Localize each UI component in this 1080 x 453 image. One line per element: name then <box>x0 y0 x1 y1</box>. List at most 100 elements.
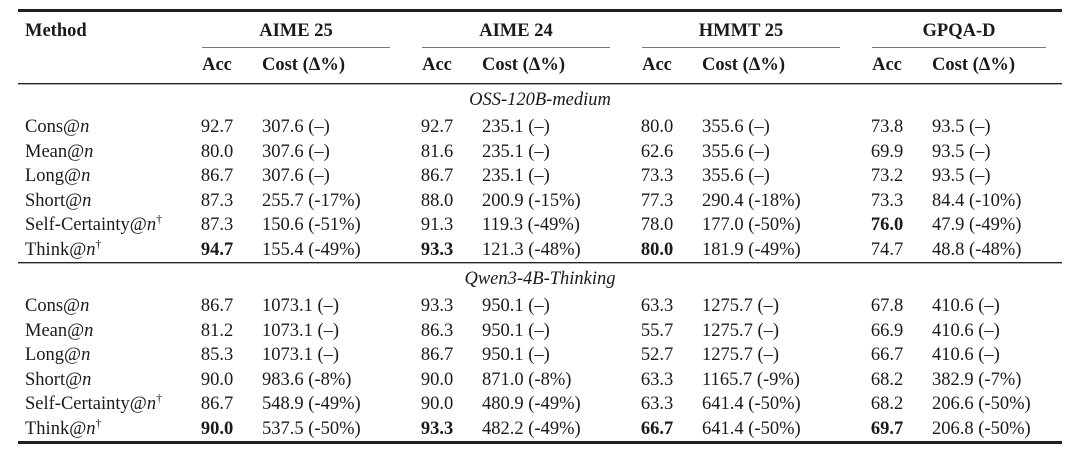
dagger-superscript: † <box>156 213 163 226</box>
cost-cell: 200.9 (-15%) <box>482 190 581 211</box>
cost-cell: 206.6 (-50%) <box>932 394 1031 414</box>
acc-cell: 85.3 <box>200 345 234 365</box>
acc-cell: 90.0 <box>420 394 454 414</box>
cost-cell: 355.6 (–) <box>702 141 770 162</box>
cost-cell: 983.6 (-8%) <box>262 369 352 390</box>
cost-cell: 482.2 (-49%) <box>482 418 581 439</box>
cost-cell: 537.5 (-50%) <box>262 418 361 439</box>
acc-cell: 66.7 <box>640 418 674 439</box>
acc-cell: 66.9 <box>870 320 904 341</box>
acc-cell: 80.0 <box>200 141 234 162</box>
method-name: Think@ <box>25 239 87 260</box>
acc-cell: 88.0 <box>420 190 454 211</box>
column-header-cost: Cost (Δ%) <box>918 48 1063 84</box>
acc-cell: 66.7 <box>870 345 904 365</box>
cost-cell: 1275.7 (–) <box>702 345 780 365</box>
acc-cell: 87.3 <box>200 215 234 235</box>
cost-cell: 871.0 (-8%) <box>482 369 572 390</box>
column-header-acc: Acc <box>856 48 919 84</box>
cost-cell: 1073.1 (–) <box>262 296 340 316</box>
acc-cell: 86.7 <box>420 166 454 186</box>
column-header-acc: Acc <box>186 48 248 84</box>
method-variable-n: n <box>146 215 157 235</box>
method-name: Cons@ <box>25 296 81 316</box>
acc-cell: 80.0 <box>626 238 688 263</box>
group-header-aime24-label: AIME 24 <box>422 21 610 48</box>
cost-cell: 93.5 (–) <box>932 166 991 186</box>
dagger-superscript: † <box>95 416 102 430</box>
acc-cell: 91.3 <box>420 215 454 235</box>
method-name: Long@ <box>25 166 82 186</box>
table-row: Long@n 86.7 307.6 (–) 86.7 235.1 (–) 73.3 355.… <box>18 164 1062 189</box>
column-header-cost: Cost (Δ%) <box>248 48 406 84</box>
acc-cell: 76.0 <box>870 215 904 235</box>
method-variable-n: n <box>82 369 92 390</box>
acc-cell: 77.3 <box>640 190 674 211</box>
method-variable-n: n <box>80 117 90 137</box>
acc-cell: 93.3 <box>406 238 468 263</box>
acc-cell: 55.7 <box>640 320 674 341</box>
method-name: Long@ <box>25 345 82 365</box>
cost-cell: 48.8 (-48%) <box>918 238 1063 263</box>
method-cell: Think@n† <box>18 238 186 263</box>
method-cell: Self-Certainty@n† <box>18 213 186 238</box>
cost-cell: 155.4 (-49%) <box>248 238 406 263</box>
group-header-aime25: AIME 25 <box>186 12 406 48</box>
dagger-superscript: † <box>156 392 163 405</box>
method-cell: Mean@n <box>18 319 186 344</box>
acc-cell: 63.3 <box>640 394 674 414</box>
cost-cell: 93.5 (–) <box>932 141 991 162</box>
cost-cell: 410.6 (–) <box>932 296 1000 316</box>
cost-cell: 177.0 (-50%) <box>702 215 801 235</box>
cost-cell: 641.4 (-50%) <box>702 418 801 439</box>
method-cell: Mean@n <box>18 140 186 165</box>
table-row: Short@n 90.0 983.6 (-8%) 90.0 871.0 (-8%) 63.… <box>18 368 1062 393</box>
acc-cell: 67.8 <box>870 296 904 316</box>
cost-cell: 355.6 (–) <box>702 166 770 186</box>
acc-cell: 73.2 <box>870 166 904 186</box>
column-header-cost: Cost (Δ%) <box>468 48 626 84</box>
cost-cell: 950.1 (–) <box>482 296 550 316</box>
cost-cell: 235.1 (–) <box>482 141 550 162</box>
acc-cell: 69.9 <box>870 141 904 162</box>
table-row: Long@n 85.3 1073.1 (–) 86.7 950.1 (–) 52.7 127… <box>18 343 1062 368</box>
table-row: Think@n† 94.7 155.4 (-49%) 93.3 121.3 (-48%)… <box>18 238 1063 263</box>
method-cell: Long@n <box>18 343 186 368</box>
group-header-aime24: AIME 24 <box>406 12 626 48</box>
cost-cell: 1073.1 (–) <box>262 345 340 365</box>
method-variable-n: n <box>81 166 91 186</box>
cost-cell: 1165.7 (-9%) <box>702 369 800 390</box>
acc-cell: 68.2 <box>870 394 904 414</box>
table-row: Mean@n 80.0 307.6 (–) 81.6 235.1 (–) 62.6 355.… <box>18 140 1062 165</box>
method-cell: Think@n† <box>18 417 186 442</box>
cost-cell: 84.4 (-10%) <box>932 190 1022 211</box>
acc-cell: 73.3 <box>870 190 904 211</box>
method-variable-n: n <box>84 320 94 341</box>
group-header-gpqad-label: GPQA-D <box>872 21 1047 48</box>
acc-cell: 87.3 <box>200 190 234 211</box>
acc-cell: 90.0 <box>200 369 234 390</box>
acc-cell: 90.0 <box>200 418 234 439</box>
cost-cell: 235.1 (–) <box>482 166 550 186</box>
method-variable-n: n <box>81 345 91 365</box>
cost-cell: 410.6 (–) <box>932 345 1000 365</box>
cost-cell: 480.9 (-49%) <box>482 394 581 414</box>
method-cell: Self-Certainty@n† <box>18 392 186 417</box>
acc-cell: 73.8 <box>870 117 904 137</box>
table-row: Self-Certainty@n† 87.3 150.6 (-51%) 91.3 119… <box>18 213 1062 238</box>
cost-cell: 950.1 (–) <box>482 345 550 365</box>
method-name: Mean@ <box>25 141 85 162</box>
cost-cell: 410.6 (–) <box>932 320 1000 341</box>
method-cell: Long@n <box>18 164 186 189</box>
column-header-cost: Cost (Δ%) <box>688 48 857 84</box>
acc-cell: 62.6 <box>640 141 674 162</box>
section-title: OSS-120B-medium <box>18 84 1063 115</box>
method-variable-n: n <box>146 394 157 414</box>
group-header-aime25-label: AIME 25 <box>202 21 390 48</box>
cost-cell: 47.9 (-49%) <box>932 215 1022 235</box>
method-name: Think@ <box>25 418 87 439</box>
table-row: Cons@n 92.7 307.6 (–) 92.7 235.1 (–) 80.0 355.… <box>18 115 1062 140</box>
acc-cell: 86.7 <box>200 166 234 186</box>
acc-cell: 86.7 <box>420 345 454 365</box>
